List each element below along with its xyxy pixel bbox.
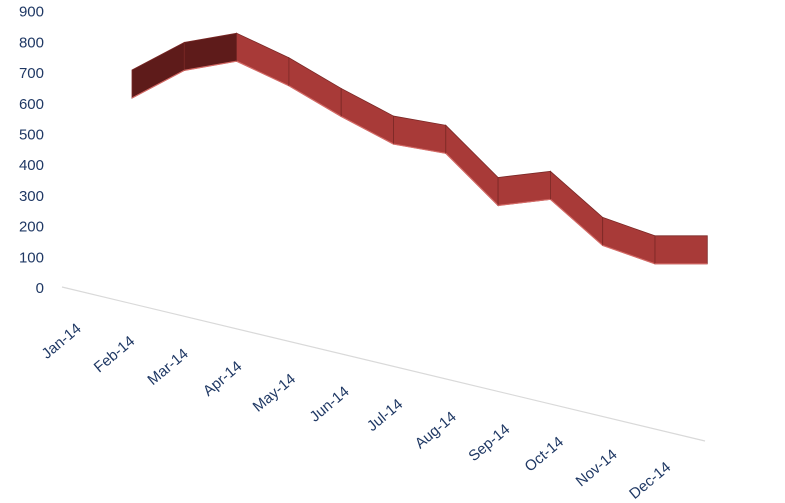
ribbon-segment: [288, 57, 342, 118]
ribbon-edge: [340, 115, 394, 145]
ribbon-edge: [236, 60, 290, 87]
y-tick-label: 800: [19, 34, 44, 51]
ribbon-segment: [550, 170, 604, 247]
ribbon-edge: [445, 152, 499, 206]
ribbon-segment: [131, 41, 185, 99]
ribbon-segment: [654, 235, 708, 265]
y-tick-label: 100: [19, 249, 44, 266]
ribbon-series: [131, 32, 708, 265]
y-tick-label: 400: [19, 157, 44, 174]
ribbon-segment: [340, 87, 394, 145]
ribbon-edge: [184, 60, 237, 71]
x-tick-label: Aug-14: [412, 408, 460, 452]
y-tick-label: 0: [36, 280, 44, 297]
y-tick-label: 900: [19, 4, 44, 21]
ribbon-edge: [393, 143, 446, 154]
y-tick-label: 300: [19, 188, 44, 205]
x-tick-label: Apr-14: [200, 358, 245, 400]
y-tick-label: 500: [19, 127, 44, 144]
x-tick-label: May-14: [250, 370, 299, 415]
ribbon-edge: [288, 85, 342, 117]
x-tick-label: Jan-14: [39, 320, 85, 363]
x-tick-label: Jun-14: [307, 383, 353, 426]
x-tick-label: Mar-14: [144, 345, 191, 389]
ribbon-segment: [236, 32, 290, 87]
ribbon-edge: [550, 198, 604, 246]
x-tick-label: Nov-14: [573, 446, 621, 490]
x-tick-label: Dec-14: [626, 459, 674, 503]
ribbon-edge: [498, 198, 551, 207]
ribbon-segment: [445, 124, 499, 207]
x-axis-line: [61, 286, 706, 442]
y-tick-label: 200: [19, 219, 44, 236]
x-tick-label: Sep-14: [465, 421, 513, 465]
y-tick-label: 700: [19, 65, 44, 82]
ribbon-segment: [393, 115, 447, 154]
ribbon-segment: [183, 32, 238, 71]
ribbon-segment: [602, 216, 656, 265]
ribbon-edge: [131, 69, 185, 99]
x-tick-label: Oct-14: [522, 433, 567, 475]
x-tick-label: Feb-14: [91, 333, 138, 377]
y-tick-label: 600: [19, 96, 44, 113]
y-axis-ticks: 0 100 200 300 400 500 600 700 800 900: [19, 4, 44, 297]
ribbon-edge: [602, 244, 656, 265]
x-tick-label: Jul-14: [364, 396, 406, 435]
